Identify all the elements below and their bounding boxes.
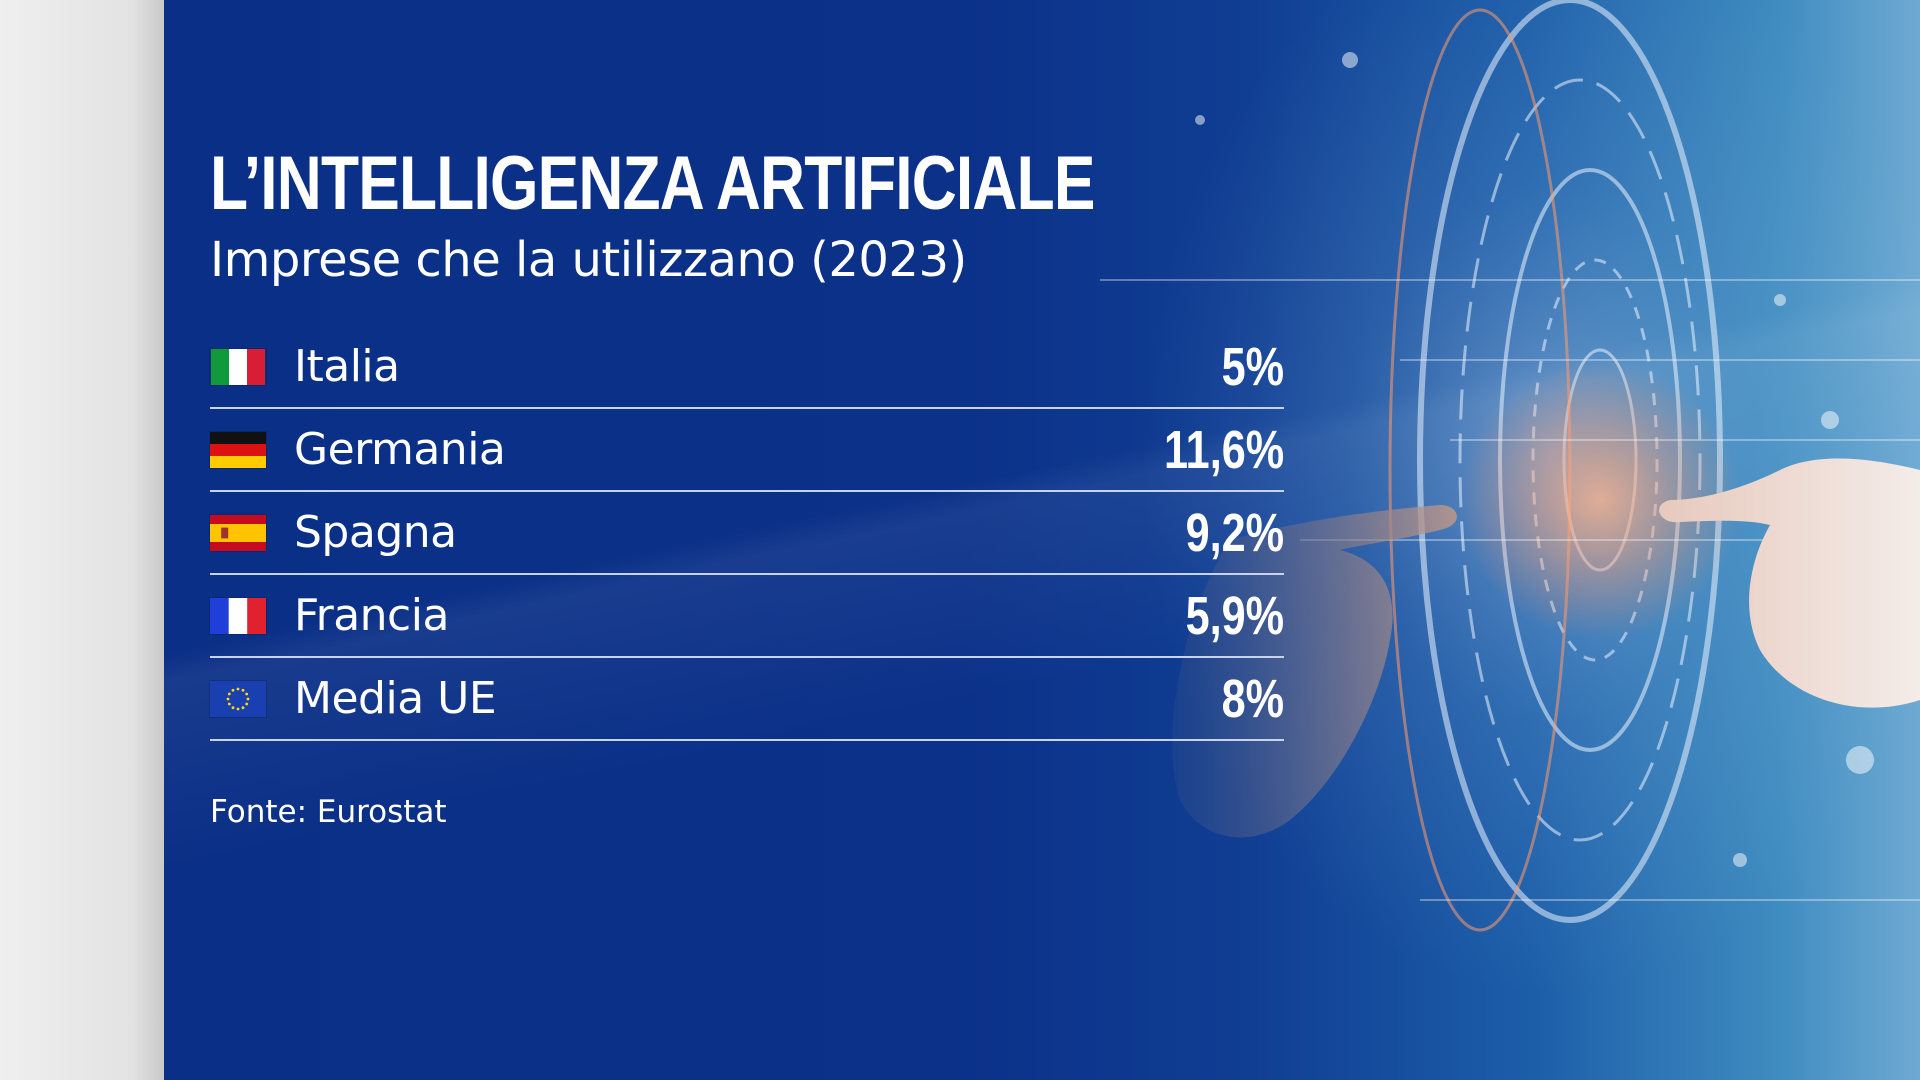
percentage-value: 5% [1221,336,1284,397]
chart-title: L’INTELLIGENZA ARTIFICIALE [210,141,1095,226]
chart-subtitle: Imprese che la utilizzano (2023) [210,232,967,288]
france-flag-icon [210,597,266,634]
spain-flag-icon [210,514,266,551]
ai-robot-hand-image [1100,0,1920,1080]
table-row-spagna: Spagna 9,2% [210,492,1284,575]
country-label: Italia [294,341,400,392]
percentage-value: 11,6% [1163,419,1284,480]
table-row-media-ue: Media UE 8% [210,658,1284,741]
table-row-italia: Italia 5% [210,326,1284,409]
country-label: Germania [294,424,506,475]
ai-adoption-table: Italia 5% Germania 11,6% Spagna 9,2% Fra… [210,326,1284,741]
germany-flag-icon [210,431,266,468]
country-label: Spagna [294,507,457,558]
source-note: Fonte: Eurostat [210,794,447,830]
table-row-germania: Germania 11,6% [210,409,1284,492]
country-label: Francia [294,590,449,641]
country-label: Media UE [294,673,497,724]
table-row-francia: Francia 5,9% [210,575,1284,658]
italy-flag-icon [210,348,266,385]
percentage-value: 5,9% [1185,585,1284,646]
percentage-value: 9,2% [1185,502,1284,563]
left-side-panel [0,0,164,1080]
percentage-value: 8% [1221,668,1284,729]
eu-flag-icon [210,680,266,717]
